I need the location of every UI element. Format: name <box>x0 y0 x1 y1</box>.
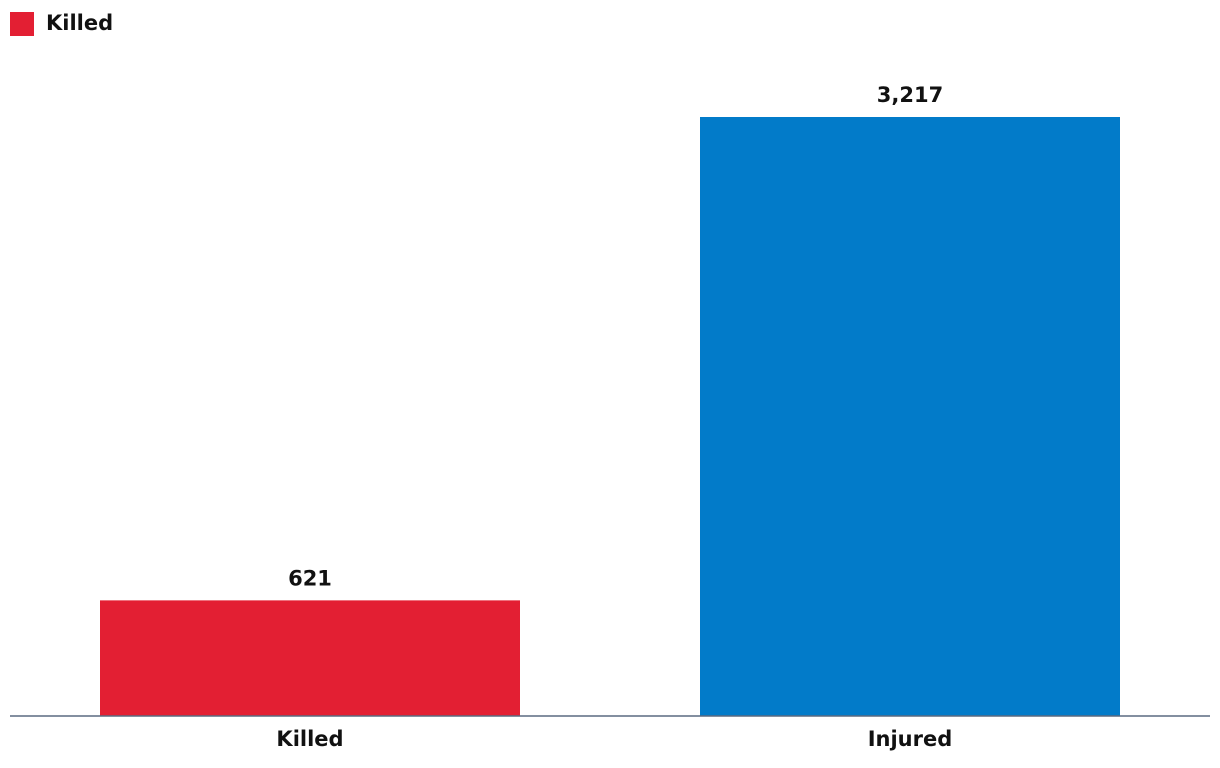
x-tick-label: Injured <box>868 727 953 751</box>
x-tick-label: Killed <box>276 727 343 751</box>
value-label: 3,217 <box>877 83 943 107</box>
bar <box>700 117 1120 716</box>
legend-swatch <box>10 12 34 36</box>
legend-label: Killed <box>46 11 113 35</box>
bar <box>100 600 520 716</box>
value-label: 621 <box>288 566 332 590</box>
